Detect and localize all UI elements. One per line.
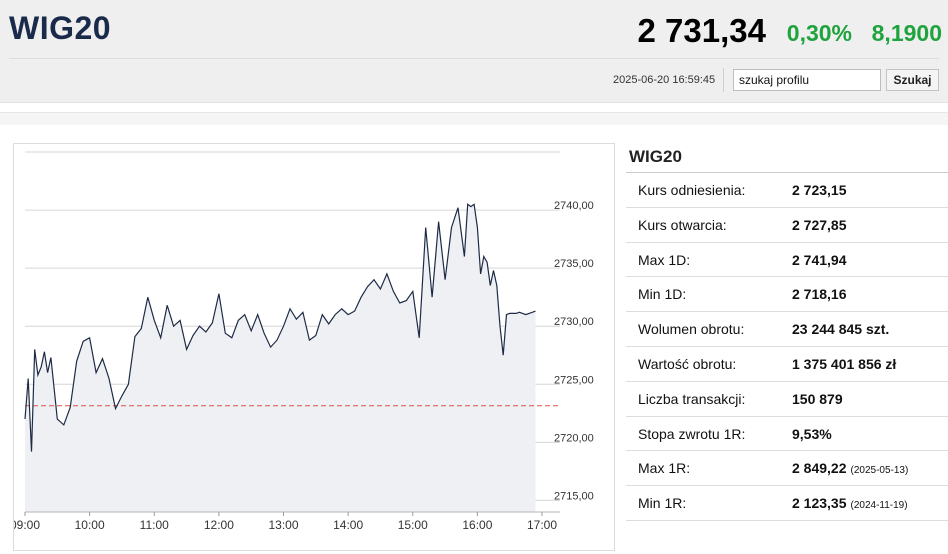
stats-row: Max 1R: 2 849,22 (2025-05-13) — [626, 451, 948, 487]
y-tick-label: 2720,00 — [554, 432, 594, 444]
stats-value: 2 718,16 — [792, 286, 847, 302]
stats-label: Min 1D: — [638, 286, 687, 303]
ticker-symbol: WIG20 — [9, 10, 112, 46]
price-chart: 2715,00 2720,00 2725,00 2730,00 2735,00 2740,… — [13, 143, 615, 551]
change-absolute: 8,1900 — [871, 20, 942, 46]
stats-value-text: 150 879 — [792, 390, 843, 407]
x-tick-label: 13:00 — [268, 518, 298, 532]
stats-row: Stopa zwrotu 1R: 9,53% — [626, 417, 948, 452]
y-tick-label: 2725,00 — [554, 374, 594, 386]
stats-row: Kurs odniesienia: 2 723,15 — [626, 173, 948, 208]
stats-label: Kurs odniesienia: — [638, 182, 746, 198]
stats-value: 2 741,94 — [792, 252, 847, 268]
x-tick-label: 16:00 — [462, 518, 492, 532]
x-tick-label: 11:00 — [140, 518, 169, 532]
stats-value-text: 2 741,94 — [792, 251, 847, 268]
search-input[interactable] — [733, 69, 881, 91]
x-tick-label: 12:00 — [204, 518, 234, 532]
header-bar: WIG20 2 731,34 0,30% 8,1900 2025-06-20 1… — [0, 0, 948, 103]
stats-label: Min 1R: — [638, 495, 687, 512]
stats-value-text: 2 718,16 — [792, 286, 847, 303]
y-tick-label: 2740,00 — [554, 200, 594, 212]
stats-value-text: 2 723,15 — [792, 182, 847, 198]
stats-value: 23 244 845 szt. — [792, 321, 889, 337]
x-tick-label: 17:00 — [527, 518, 557, 532]
stats-value: 2 723,15 — [792, 182, 847, 198]
stats-value-text: 9,53% — [792, 425, 832, 442]
y-tick-label: 2735,00 — [554, 258, 594, 270]
stats-value: 9,53% — [792, 426, 832, 442]
stats-date: (2025-05-13) — [850, 465, 909, 477]
stats-label: Liczba transakcji: — [638, 390, 746, 407]
stats-label: Max 1R: — [638, 460, 691, 477]
stats-value: 2 849,22 (2025-05-13) — [792, 460, 908, 476]
stats-label: Stopa zwrotu 1R: — [638, 425, 746, 442]
stats-value-text: 2 849,22 — [792, 460, 847, 477]
price-line — [24, 203, 536, 452]
timestamp: 2025-06-20 16:59:45 — [613, 74, 716, 86]
header-divider — [9, 58, 939, 59]
stats-label: Wolumen obrotu: — [638, 321, 745, 338]
x-tick-label: 10:00 — [75, 518, 105, 532]
stats-value-text: 2 727,85 — [792, 216, 847, 233]
stats-value-text: 2 123,35 — [792, 495, 847, 512]
vertical-divider — [723, 68, 724, 92]
x-tick-label: 14:00 — [333, 518, 363, 532]
stats-row: Wartość obrotu: 1 375 401 856 zł — [626, 347, 948, 382]
stats-panel: WIG20 Kurs odniesienia: 2 723,15 Kurs otwa… — [626, 140, 948, 521]
stats-value-text: 23 244 845 szt. — [792, 321, 890, 338]
stats-row: Kurs otwarcia: 2 727,85 — [626, 208, 948, 243]
stats-row: Liczba transakcji: 150 879 — [626, 382, 948, 417]
stats-row: Min 1D: 2 718,16 — [626, 277, 948, 313]
stats-value: 2 123,35 (2024-11-19) — [792, 495, 908, 511]
chart-svg: 2715,00 2720,00 2725,00 2730,00 2735,00 2740,… — [14, 151, 594, 532]
search-button[interactable]: Szukaj — [886, 69, 939, 91]
stats-row: Min 1R: 2 123,35 (2024-11-19) — [626, 486, 948, 521]
stats-value: 1 375 401 856 zł — [792, 356, 896, 372]
change-percent: 0,30% — [786, 20, 852, 46]
stats-label: Kurs otwarcia: — [638, 216, 727, 233]
stats-label: Max 1D: — [638, 251, 691, 268]
stats-value: 150 879 — [792, 391, 843, 407]
stats-row: Wolumen obrotu: 23 244 845 szt. — [626, 312, 948, 347]
stats-row: Max 1D: 2 741,94 — [626, 243, 948, 278]
price-area-fill — [25, 204, 536, 513]
y-tick-label: 2715,00 — [554, 490, 594, 502]
stats-value: 2 727,85 — [792, 217, 847, 233]
x-tick-label: 15:00 — [398, 518, 428, 532]
stats-title: WIG20 — [626, 140, 948, 173]
stats-date: (2024-11-19) — [850, 500, 908, 512]
stats-value-text: 1 375 401 856 zł — [792, 355, 897, 372]
y-tick-label: 2730,00 — [554, 316, 594, 328]
stats-table: Kurs odniesienia: 2 723,15 Kurs otwarcia: 2… — [626, 173, 948, 521]
separator-strip — [0, 112, 948, 125]
stats-label: Wartość obrotu: — [638, 355, 737, 372]
current-price: 2 731,34 — [637, 12, 766, 49]
x-tick-label: 09:00 — [14, 518, 40, 532]
